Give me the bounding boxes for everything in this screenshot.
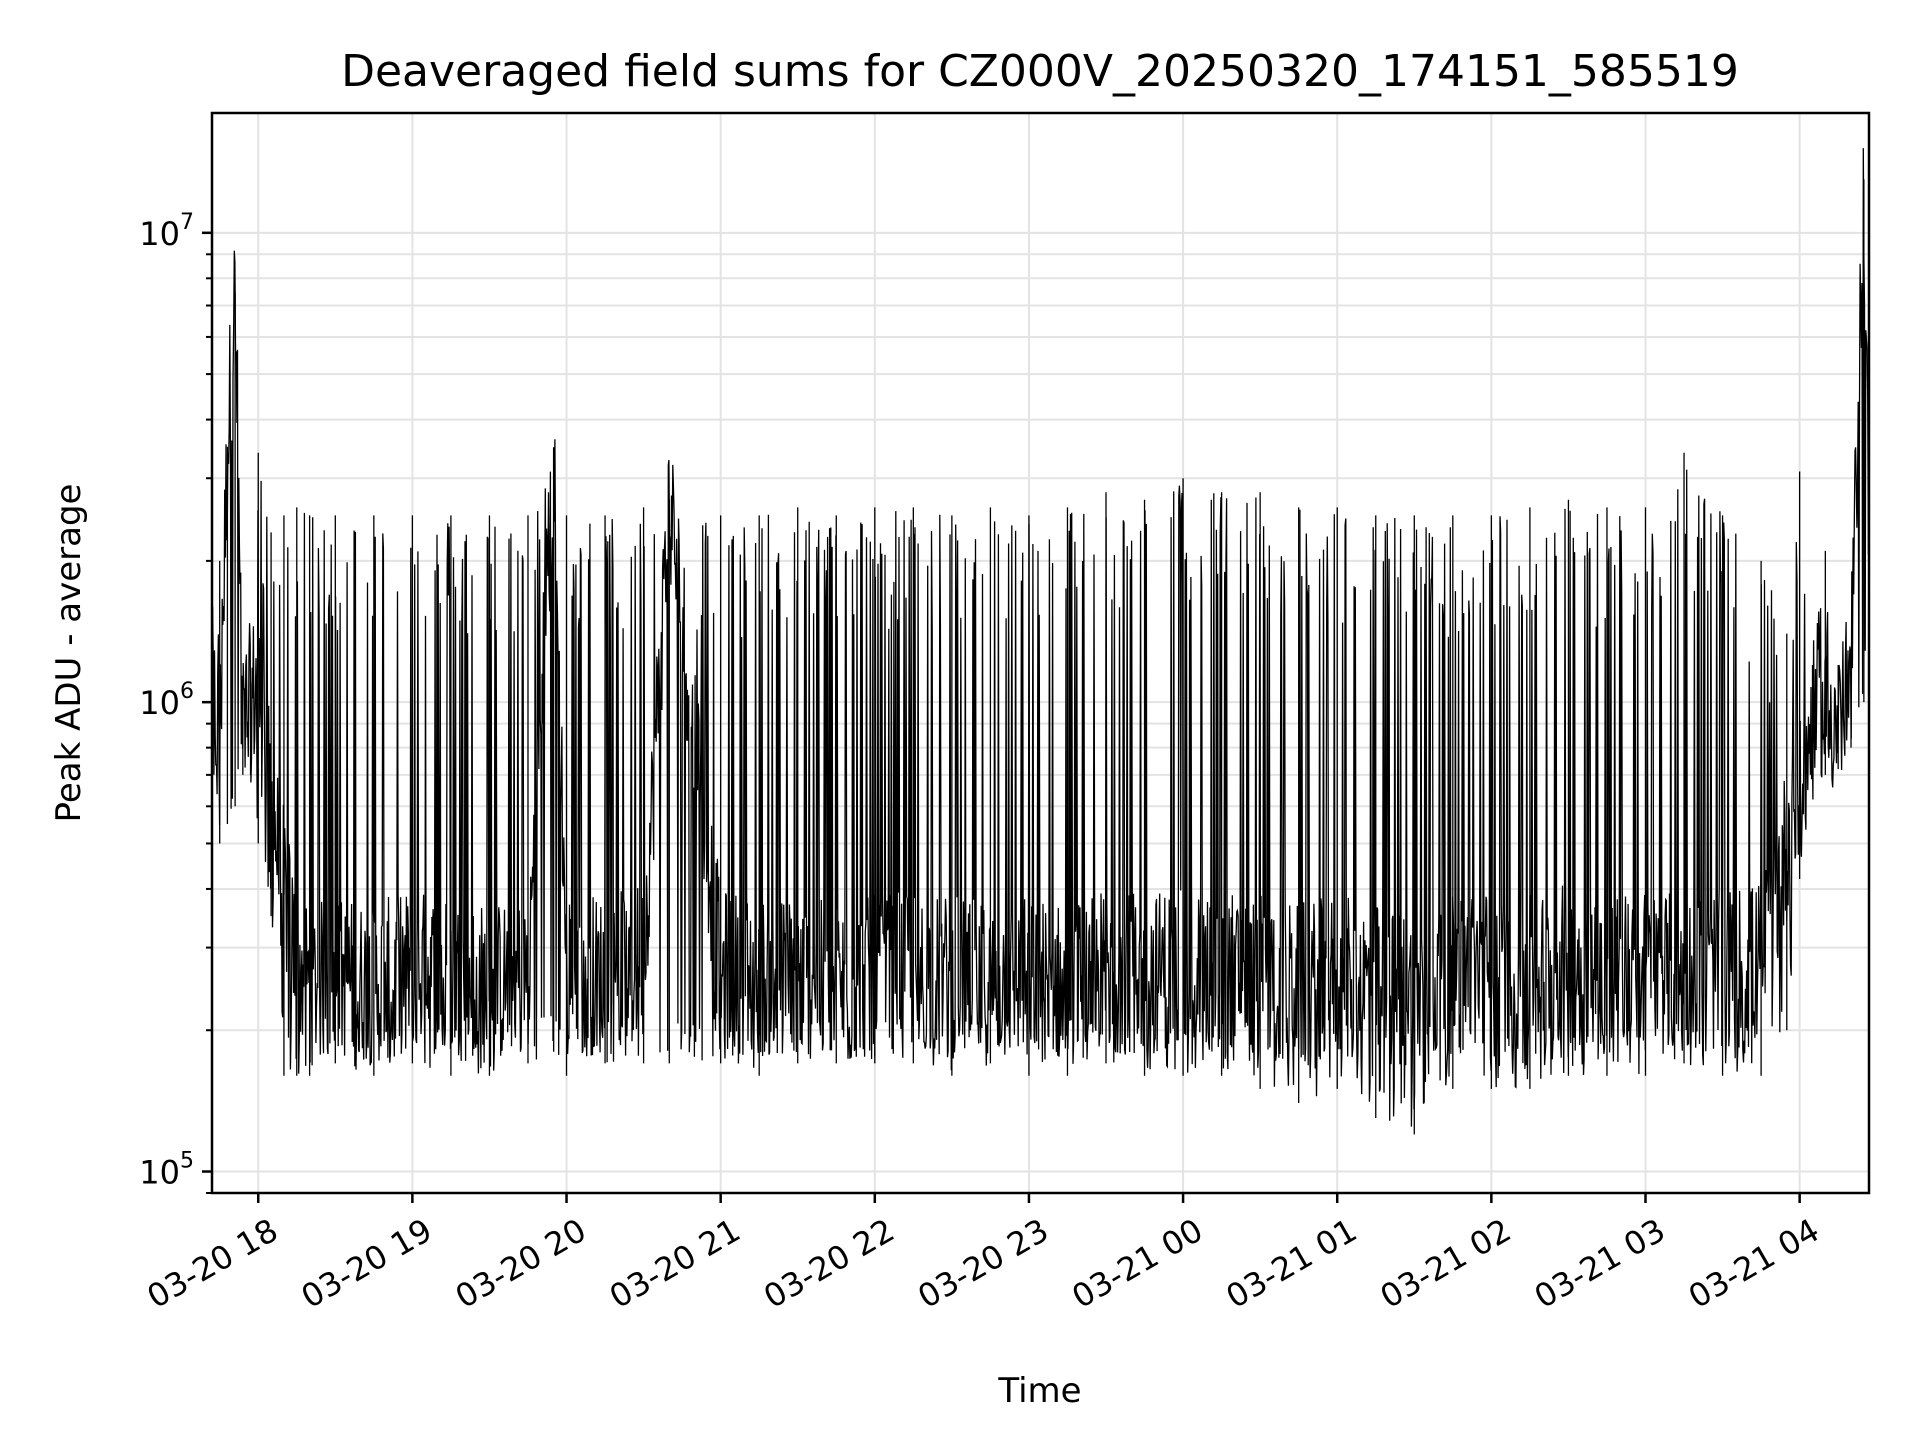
series-layer: [211, 148, 1870, 1135]
y-tick-label: 105: [139, 1149, 194, 1192]
y-tick-label: 107: [139, 210, 194, 253]
y-tick-label: 106: [139, 679, 194, 722]
y-axis: 105 106 107: [139, 210, 212, 1194]
chart-title: Deaveraged field sums for CZ000V_2025032…: [341, 46, 1739, 97]
series-line: [211, 148, 1870, 1127]
y-axis-title: Peak ADU - average: [49, 484, 89, 823]
x-axis-title: Time: [997, 1371, 1081, 1411]
plot-frame: [210, 111, 1871, 1195]
